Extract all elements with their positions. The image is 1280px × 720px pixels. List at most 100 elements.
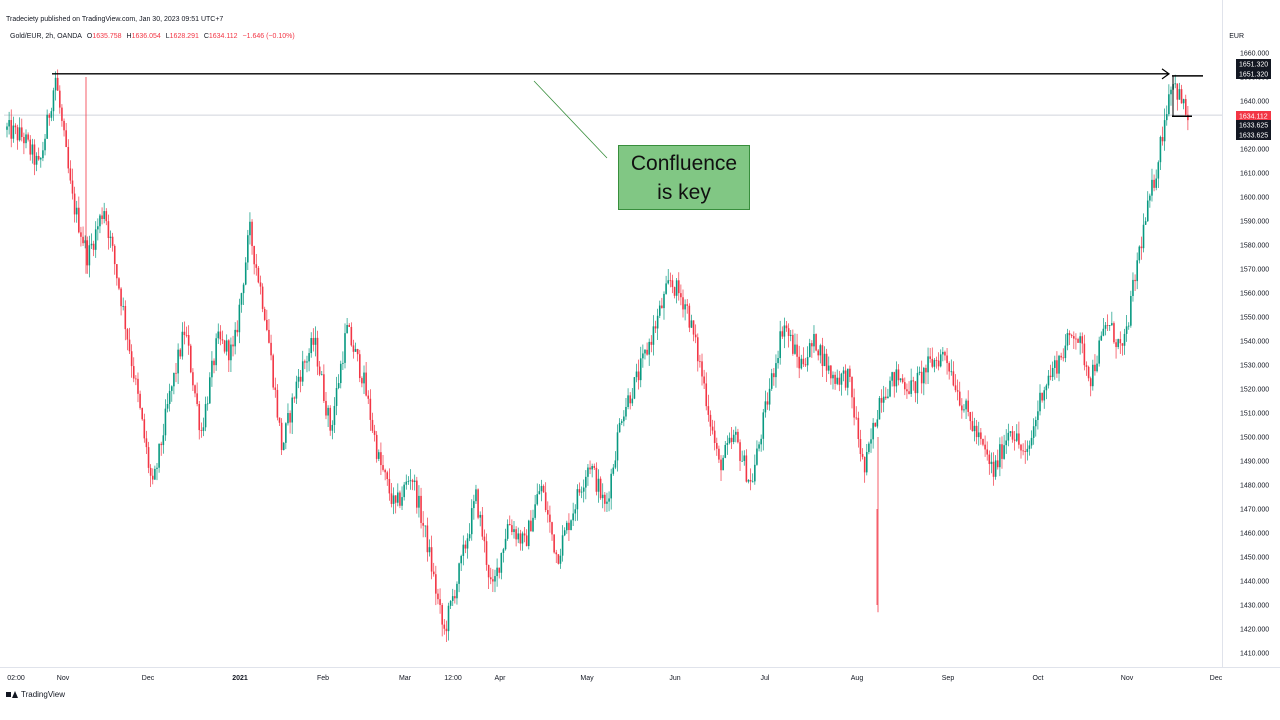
candle-body — [817, 350, 819, 356]
confluence-callout[interactable]: Confluence is key — [618, 145, 750, 210]
candle-body — [906, 389, 908, 392]
candle-body — [1098, 340, 1100, 364]
candle-body — [69, 168, 72, 181]
candle-body — [189, 345, 192, 373]
candle-body — [249, 221, 251, 236]
candle-body — [880, 398, 883, 403]
candle-body — [699, 361, 701, 363]
candle-body — [958, 391, 961, 406]
candle-body — [576, 489, 579, 510]
candle-body — [409, 480, 412, 482]
candle-body — [506, 524, 509, 539]
candle-body — [179, 349, 182, 357]
candle-body — [853, 397, 855, 418]
y-tick-label: 1590.000 — [1240, 219, 1269, 226]
candle-body — [671, 280, 674, 288]
candle-body — [255, 264, 258, 268]
candle-body — [1106, 325, 1109, 326]
candle-body — [1161, 137, 1164, 142]
low-label: L — [165, 33, 170, 40]
candle-body — [259, 282, 262, 287]
candle-body — [961, 405, 963, 411]
y-tick-label: 1540.000 — [1240, 339, 1269, 346]
candle-body — [732, 434, 735, 443]
candle-body — [1039, 392, 1041, 412]
candle-body — [1079, 336, 1081, 343]
candle-body — [923, 367, 925, 384]
symbol-interval[interactable]: Gold/EUR, 2h, OANDA — [10, 33, 82, 40]
candle-body — [1174, 83, 1177, 85]
candle-body — [44, 138, 46, 151]
candle-body — [1024, 451, 1027, 452]
x-tick-label: Nov — [57, 675, 70, 682]
candle-body — [760, 438, 762, 445]
price-label-bg — [1236, 59, 1271, 69]
candle-body — [477, 489, 479, 518]
price-label: 1651.320 — [1239, 72, 1268, 79]
x-tick-label: Apr — [495, 675, 507, 682]
candle-body — [908, 391, 910, 394]
callout-connector — [533, 80, 608, 159]
candle-body — [183, 331, 186, 336]
candle-body — [713, 430, 716, 443]
candle-body — [1182, 99, 1185, 104]
candle-body — [1113, 323, 1115, 343]
candle-body — [228, 340, 230, 361]
candle-body — [99, 215, 101, 227]
candle-body — [832, 374, 834, 379]
candle-body — [813, 334, 815, 347]
candle-body — [439, 599, 441, 605]
candle-body — [914, 381, 917, 394]
candle-body — [166, 404, 169, 409]
candle-body — [1043, 390, 1046, 401]
candle-body — [318, 366, 321, 375]
candle-body — [595, 467, 598, 492]
candle-body — [78, 207, 80, 233]
candle-body — [627, 395, 629, 407]
candle-body — [1051, 367, 1054, 378]
candle-body — [1058, 355, 1060, 374]
candle-body — [92, 243, 95, 250]
candle-body — [432, 571, 435, 575]
candle-body — [665, 283, 667, 294]
candle-body — [547, 510, 549, 515]
candle-body — [933, 360, 936, 367]
y-tick-label: 1660.000 — [1240, 51, 1269, 58]
candle-body — [293, 397, 296, 399]
candle-body — [859, 439, 862, 454]
candle-body — [135, 378, 137, 380]
y-tick-label: 1520.000 — [1240, 387, 1269, 394]
candle-body — [211, 360, 213, 378]
candle-body — [656, 315, 659, 329]
candle-body — [1153, 179, 1155, 188]
candle-body — [988, 454, 991, 464]
candle-body — [367, 395, 370, 399]
candle-body — [504, 538, 507, 550]
candle-body — [435, 574, 437, 594]
candle-body — [992, 461, 995, 477]
publisher-note: Tradeciety published on TradingView.com,… — [6, 16, 224, 23]
candle-body — [261, 286, 264, 309]
candle-body — [485, 541, 488, 565]
candle-body — [865, 452, 868, 473]
candle-body — [519, 533, 522, 544]
candle-body — [168, 390, 171, 405]
candle-body — [274, 387, 277, 390]
candle-body — [287, 413, 289, 424]
candle-body — [59, 90, 61, 108]
candle-body — [1187, 114, 1189, 121]
candle-body — [280, 422, 283, 450]
candle-body — [838, 377, 841, 385]
x-tick-label: 02:00 — [7, 675, 25, 682]
open-value: 1635.758 — [92, 33, 122, 40]
candle-body — [768, 388, 771, 405]
candle-body — [963, 409, 965, 411]
candle-body — [451, 596, 454, 601]
tradingview-logo[interactable]: TradingView — [6, 690, 65, 699]
candle-body — [720, 459, 722, 471]
candle-body — [295, 381, 298, 399]
candle-body — [758, 444, 760, 449]
candle-body — [823, 353, 826, 367]
candle-body — [882, 396, 885, 403]
